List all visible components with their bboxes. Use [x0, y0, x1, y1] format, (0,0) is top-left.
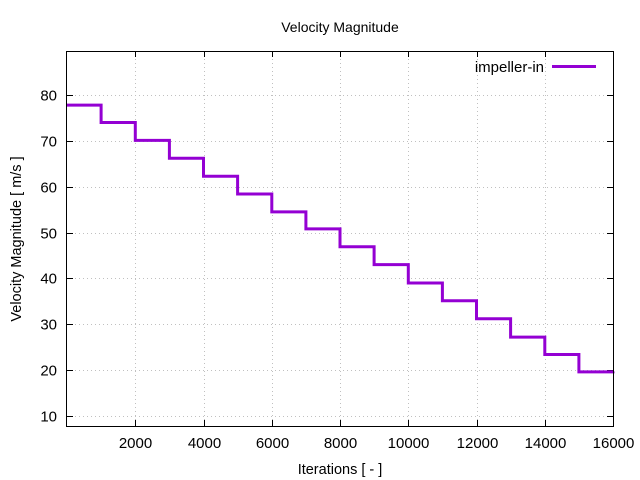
x-axis-label: Iterations [ - ]: [298, 462, 383, 478]
x-tick-label: 12000: [457, 435, 499, 452]
x-tick-label: 6000: [256, 435, 289, 452]
chart-title: Velocity Magnitude: [281, 19, 399, 35]
y-tick-label: 40: [40, 271, 57, 288]
y-tick-label: 30: [40, 317, 57, 334]
y-tick-label: 80: [40, 88, 57, 105]
legend: impeller-in: [475, 59, 596, 76]
y-tick-label: 70: [40, 134, 57, 151]
series-group: [66, 103, 615, 374]
x-tick-label: 2000: [119, 435, 152, 452]
x-tick-label: 14000: [525, 435, 567, 452]
x-tick-label: 4000: [188, 435, 221, 452]
y-tick-label: 50: [40, 226, 57, 243]
y-tick-label: 20: [40, 363, 57, 380]
legend-label: impeller-in: [475, 59, 544, 76]
x-tick-labels: 2000 4000 6000 8000 10000 12000 14000 16000: [119, 435, 635, 452]
y-tick-label: 60: [40, 180, 57, 197]
y-axis-label: Velocity Magnitude [ m/s ]: [9, 156, 25, 321]
y-tick-labels: 10 20 30 40 50 60 70 80: [40, 88, 57, 426]
x-tick-label: 10000: [388, 435, 430, 452]
x-tick-label: 8000: [324, 435, 357, 452]
x-tick-label: 16000: [593, 435, 635, 452]
plot-frame: [66, 51, 614, 427]
y-tick-label: 10: [40, 409, 57, 426]
